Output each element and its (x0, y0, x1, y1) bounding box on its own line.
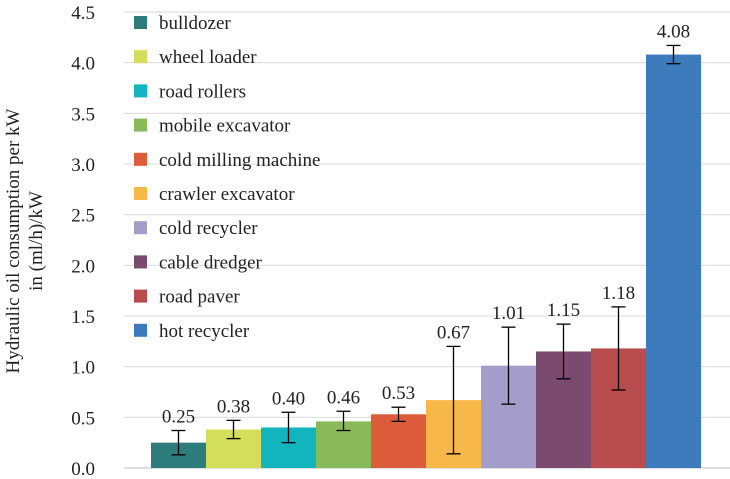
y-tick-label: 3.5 (71, 104, 95, 125)
y-tick-label: 0.0 (71, 459, 95, 479)
legend-swatch (134, 84, 147, 98)
y-tick-label: 3.0 (71, 155, 95, 176)
gridlines (124, 11, 730, 469)
error-bars (171, 44, 681, 456)
legend-label: road paver (159, 287, 240, 308)
legend-label: road rollers (159, 81, 246, 102)
y-tick-label: 2.0 (71, 256, 95, 277)
y-tick-label: 4.5 (71, 3, 95, 24)
legend-swatch (134, 152, 147, 166)
legend-swatch (134, 187, 147, 200)
y-tick-label: 1.0 (71, 358, 95, 379)
data-label: 1.01 (492, 303, 525, 324)
y-tick-label: 1.5 (71, 307, 95, 328)
data-label: 1.15 (547, 300, 580, 321)
legend-swatch (134, 221, 147, 235)
data-label: 0.25 (162, 407, 195, 428)
bar-cold-milling-machine (371, 414, 426, 468)
legend-label: hot recycler (159, 321, 250, 342)
y-axis-label-line-1: Hydraulic oil consumption per kW (3, 108, 24, 373)
data-label: 1.18 (602, 283, 635, 304)
data-label: 4.08 (657, 21, 690, 42)
legend-label: cold recycler (159, 218, 258, 239)
y-tick-label: 4.0 (71, 54, 95, 75)
legend-label: cold milling machine (159, 150, 320, 171)
data-labels: 0.25 0.38 0.40 0.46 0.53 0.67 1.01 1.15 1.18 4.08 (162, 21, 690, 427)
data-label: 0.38 (217, 396, 250, 417)
y-tick-label: 0.5 (71, 408, 95, 429)
y-axis-label-line-2: in (ml/h)/kW (26, 191, 47, 291)
legend-label: wheel loader (159, 47, 257, 68)
legend-swatch (134, 118, 147, 132)
legend: bulldozer wheel loader road rollers mobile … (134, 13, 320, 342)
legend-label: bulldozer (159, 13, 231, 34)
legend-swatch (134, 323, 147, 337)
legend-label: mobile excavator (159, 116, 291, 137)
legend-label: cable dredger (159, 252, 263, 273)
legend-swatch (134, 255, 147, 269)
legend-swatch (134, 289, 147, 303)
legend-label: crawler excavator (159, 184, 295, 205)
data-label: 0.67 (437, 322, 470, 343)
data-label: 0.40 (272, 388, 305, 409)
legend-swatch (134, 16, 147, 29)
legend-swatch (134, 50, 147, 64)
y-tick-label: 2.5 (71, 206, 95, 227)
data-label: 0.46 (327, 387, 360, 408)
y-axis-ticks: 0.0 0.5 1.0 1.5 2.0 2.5 3.0 3.5 4.0 4.5 (71, 3, 95, 479)
data-label: 0.53 (382, 383, 415, 404)
bar-hot-recycler (646, 54, 701, 469)
